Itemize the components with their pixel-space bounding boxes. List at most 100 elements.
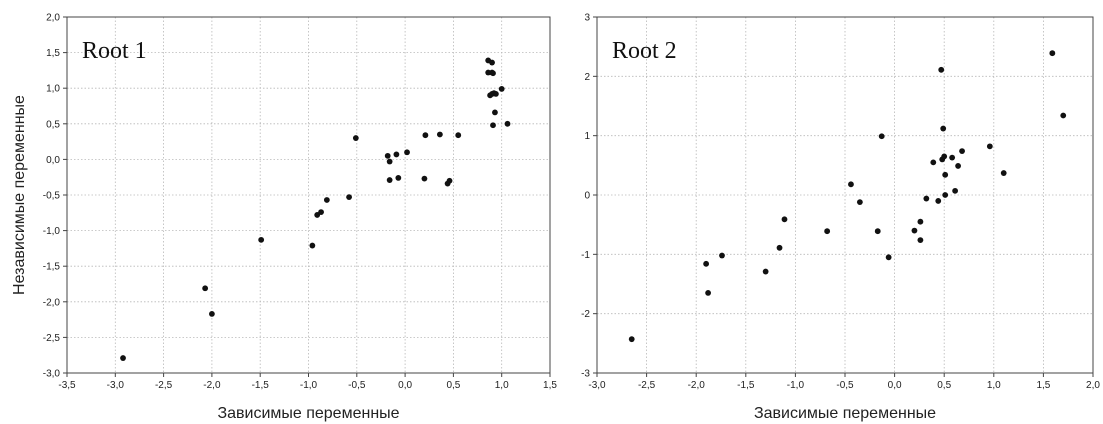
y-tick-label: -1 [581, 250, 590, 261]
data-point [422, 132, 429, 139]
data-point [935, 198, 942, 204]
data-point [703, 260, 710, 267]
x-tick-label: -0,5 [348, 380, 366, 391]
x-tick-label: 1,0 [987, 380, 1001, 391]
data-point [885, 254, 892, 261]
x-tick-label: -2,0 [203, 380, 221, 391]
y-tick-label: -3 [581, 369, 590, 380]
data-point [318, 209, 324, 215]
x-tick-label: -1,0 [300, 380, 318, 391]
data-point [386, 158, 393, 165]
data-point [386, 177, 393, 183]
data-point [455, 132, 462, 139]
data-point [941, 153, 948, 160]
x-tick-label: 2,0 [1086, 380, 1100, 391]
x-tick-label: 1,5 [543, 380, 557, 391]
y-tick-label: -2 [581, 309, 590, 320]
y-tick-label: -0,5 [43, 191, 61, 202]
data-point [824, 228, 831, 235]
y-tick-label: 0,0 [46, 155, 60, 166]
x-tick-label: 0,5 [446, 380, 460, 391]
data-point [1000, 170, 1007, 176]
data-point [942, 171, 949, 178]
data-point [917, 218, 924, 225]
y-tick-label: 0,5 [46, 119, 60, 130]
x-tick-label: -1,0 [787, 380, 805, 391]
x-axis-label: Зависимые переменные [754, 405, 936, 422]
data-point [628, 336, 635, 343]
data-point [384, 152, 391, 159]
data-point [762, 268, 769, 275]
x-tick-label: -1,5 [737, 380, 755, 391]
data-point [393, 151, 400, 158]
y-tick-label: -2,0 [43, 297, 61, 308]
data-point [202, 285, 209, 292]
data-point [938, 66, 945, 73]
x-tick-label: -2,0 [688, 380, 706, 391]
x-tick-label: -1,5 [252, 380, 270, 391]
data-point [848, 181, 854, 188]
data-point [930, 159, 937, 166]
y-tick-label: 1,0 [46, 84, 60, 95]
data-point [490, 70, 496, 77]
x-tick-label: -3,0 [588, 380, 606, 391]
x-tick-label: -2,5 [155, 380, 173, 391]
data-point [346, 194, 352, 201]
y-tick-label: -1,0 [43, 226, 61, 237]
y-tick-label: -2,5 [43, 333, 61, 344]
data-point [959, 148, 965, 154]
data-point [309, 242, 316, 249]
data-point [952, 187, 959, 194]
x-axis-label: Зависимые переменные [217, 405, 399, 422]
data-point [874, 228, 881, 235]
y-tick-label: 2 [584, 72, 590, 83]
data-point [323, 197, 330, 203]
data-point [493, 90, 499, 97]
data-point [986, 143, 993, 150]
data-point [498, 86, 505, 92]
data-point [404, 149, 410, 156]
y-tick-label: -3,0 [43, 369, 61, 380]
x-tick-label: 0,5 [937, 380, 951, 391]
data-point [917, 237, 924, 243]
data-point [1049, 50, 1056, 57]
x-tick-label: 0,0 [398, 380, 412, 391]
y-tick-label: 1,5 [46, 48, 60, 59]
x-tick-label: -3,5 [58, 380, 76, 391]
data-point [490, 122, 496, 129]
y-tick-label: 0 [584, 191, 590, 202]
y-tick-label: 1 [584, 131, 590, 142]
data-point [352, 135, 359, 141]
data-point [258, 236, 265, 243]
y-tick-label: 3 [584, 13, 590, 24]
root-1-panel: -3,5 -3,0 -2,5 -2,0 -1,5 -1,0 -0,5 0,0 0,5 1,0 1,5… [43, 13, 558, 423]
x-tick-label: 1,5 [1036, 380, 1050, 391]
data-point [705, 290, 712, 296]
data-point [446, 177, 453, 184]
data-point [421, 175, 428, 182]
data-point [940, 125, 947, 132]
x-tick-label: -0,5 [836, 380, 854, 391]
y-axis-label: Независимые переменные [11, 95, 28, 295]
data-point [949, 154, 956, 161]
data-point [878, 133, 885, 140]
data-point [436, 131, 443, 138]
data-point [489, 59, 495, 66]
panel-annotation: Root 1 [82, 38, 147, 64]
data-point [911, 227, 918, 234]
x-tick-label: 0,0 [888, 380, 902, 391]
y-tick-label: 2,0 [46, 13, 60, 24]
data-point [120, 355, 126, 361]
data-point [492, 109, 498, 116]
root-2-panel: -3,0 -2,5 -2,0 -1,5 -1,0 -0,5 0,0 0,5 1,0 1,5 2,0 -… [581, 13, 1100, 423]
data-point [955, 163, 961, 169]
data-point [856, 199, 863, 206]
data-point [209, 311, 215, 317]
x-tick-label: -2,5 [638, 380, 656, 391]
y-tick-label: -1,5 [43, 262, 61, 273]
data-point [776, 244, 783, 251]
panel-annotation: Root 2 [612, 38, 677, 64]
data-point [504, 120, 511, 127]
data-point [923, 195, 930, 202]
